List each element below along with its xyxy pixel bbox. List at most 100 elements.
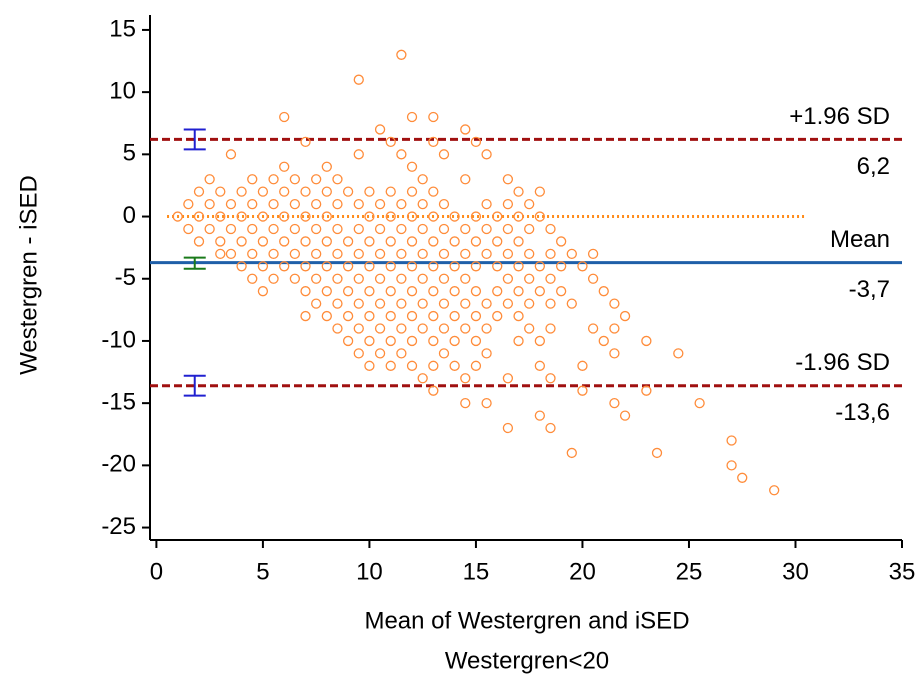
data-point	[236, 186, 247, 197]
data-point	[300, 236, 311, 247]
data-point	[215, 186, 226, 197]
data-point	[225, 198, 237, 210]
data-point	[257, 236, 269, 247]
data-point	[417, 248, 428, 260]
data-point	[609, 298, 620, 309]
data-point	[502, 174, 514, 185]
data-point	[449, 310, 460, 322]
data-point	[321, 186, 332, 197]
reference-line-name: +1.96 SD	[789, 103, 890, 130]
data-point	[769, 485, 780, 496]
data-point	[353, 149, 364, 160]
data-point	[502, 298, 514, 309]
data-point	[311, 273, 322, 284]
data-point	[598, 286, 609, 297]
data-point	[332, 298, 343, 309]
y-tick-label: 0	[123, 202, 136, 229]
data-point	[406, 360, 418, 371]
data-point	[332, 248, 343, 260]
data-point	[513, 236, 524, 247]
data-point	[513, 261, 524, 272]
data-point	[502, 422, 514, 434]
data-point	[268, 248, 279, 260]
data-point	[364, 261, 375, 272]
data-point	[460, 298, 471, 309]
x-tick-label: 35	[889, 558, 916, 585]
data-point	[534, 360, 545, 371]
data-point	[651, 447, 663, 459]
data-point	[279, 161, 290, 172]
y-tick-label: 5	[123, 140, 136, 167]
data-point	[385, 136, 396, 148]
data-point	[556, 286, 567, 297]
data-point	[502, 223, 514, 235]
data-point	[364, 236, 375, 247]
data-point	[534, 335, 545, 347]
data-point	[524, 248, 535, 260]
data-point	[460, 174, 471, 185]
data-point	[396, 49, 407, 60]
data-point	[492, 310, 503, 322]
x-tick-label: 10	[356, 558, 383, 585]
data-point	[492, 261, 503, 272]
data-point	[396, 198, 407, 210]
data-point	[577, 360, 588, 371]
data-point	[438, 248, 450, 260]
data-point	[428, 385, 439, 396]
data-point	[641, 385, 652, 396]
data-point	[460, 323, 471, 334]
data-point	[385, 310, 396, 322]
x-tick-label: 20	[569, 558, 596, 585]
data-point	[342, 286, 354, 297]
data-point	[257, 186, 269, 197]
data-point	[470, 236, 482, 247]
data-point	[353, 198, 364, 210]
data-point	[534, 410, 545, 421]
data-point	[204, 223, 215, 235]
data-point	[438, 323, 450, 334]
data-point	[374, 248, 386, 260]
data-point	[268, 174, 279, 185]
data-point	[428, 360, 439, 371]
data-point	[353, 223, 364, 235]
data-point	[460, 273, 471, 284]
data-point	[726, 435, 737, 446]
data-point	[492, 286, 503, 297]
data-point	[481, 149, 492, 160]
data-point	[524, 323, 535, 334]
reference-line-value: 6,2	[857, 153, 890, 180]
data-point	[396, 149, 407, 160]
data-point	[289, 174, 301, 185]
data-point	[449, 261, 460, 272]
data-point	[364, 186, 375, 197]
data-point	[353, 248, 364, 260]
data-point	[236, 236, 247, 247]
data-point	[374, 223, 386, 235]
data-point	[438, 298, 450, 309]
x-axis-label: Mean of Westergren and iSED	[364, 607, 689, 634]
data-point	[470, 211, 482, 222]
data-point	[300, 261, 311, 272]
data-point	[311, 174, 322, 185]
data-point	[470, 136, 482, 148]
data-point	[332, 198, 343, 210]
data-point	[385, 211, 396, 222]
data-point	[470, 286, 482, 297]
data-point	[438, 198, 450, 210]
data-point	[353, 298, 364, 309]
data-point	[172, 211, 183, 222]
data-point	[364, 310, 375, 322]
data-point	[183, 223, 194, 235]
data-point	[449, 236, 460, 247]
data-point	[353, 273, 364, 284]
data-point	[374, 273, 386, 284]
data-point	[417, 298, 428, 309]
data-point	[385, 261, 396, 272]
data-point	[247, 273, 258, 284]
reference-line-value: -13,6	[835, 399, 890, 426]
data-point	[268, 273, 279, 284]
data-point	[342, 261, 354, 272]
data-point	[449, 335, 460, 347]
data-point	[406, 186, 418, 197]
